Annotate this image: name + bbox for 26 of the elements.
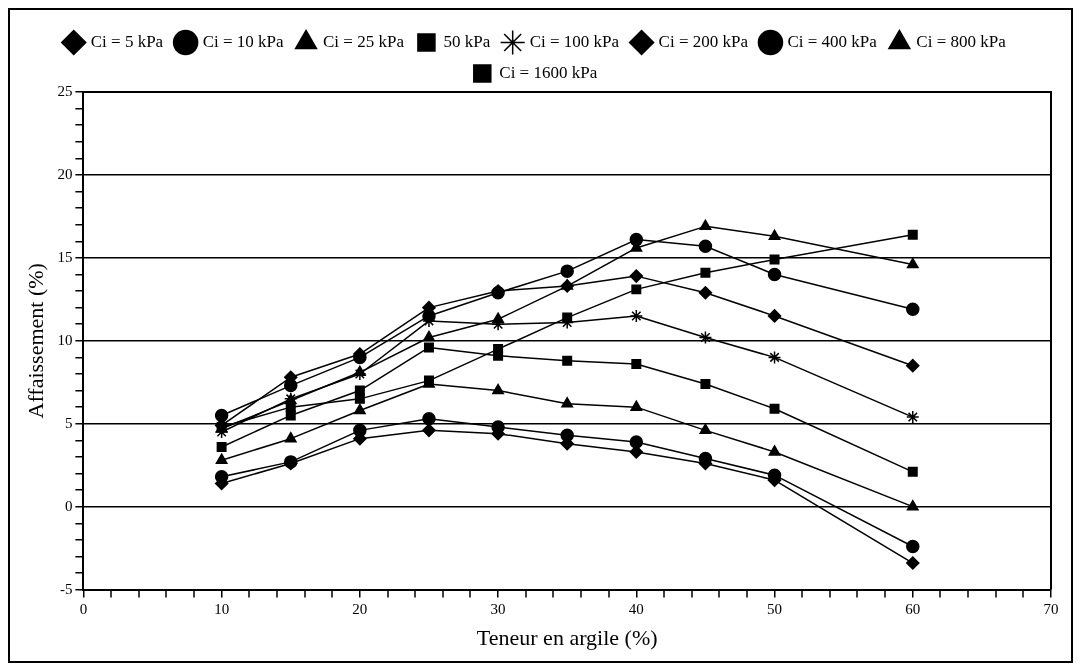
x-axis-title: Teneur en argile (%) [476, 624, 658, 650]
y-tick-label: 5 [64, 414, 73, 431]
legend-label: Ci = 1600 kPa [499, 62, 598, 82]
legend-label: Ci = 200 kPa [658, 31, 749, 51]
x-tick-label: 0 [79, 600, 88, 617]
y-tick-label: 25 [57, 82, 73, 99]
y-tick-label: -5 [59, 580, 73, 597]
y-tick-label: 0 [64, 497, 73, 514]
legend-label: Ci = 10 kPa [202, 31, 284, 51]
y-tick-label: 10 [57, 331, 73, 348]
x-tick-label: 20 [352, 600, 368, 617]
x-tick-label: 50 [767, 600, 783, 617]
y-tick-label: 15 [57, 248, 73, 265]
x-tick-label: 30 [490, 600, 506, 617]
legend-label: 50 kPa [443, 31, 491, 51]
x-tick-label: 10 [214, 600, 230, 617]
legend-label: Ci = 800 kPa [916, 31, 1007, 51]
x-tick-label: 70 [1043, 600, 1059, 617]
legend-label: Ci = 25 kPa [323, 31, 405, 51]
legend-label: Ci = 100 kPa [529, 31, 620, 51]
legend-label: Ci = 400 kPa [787, 31, 878, 51]
x-tick-label: 60 [905, 600, 921, 617]
y-tick-label: 20 [57, 165, 73, 182]
x-tick-label: 40 [628, 600, 644, 617]
legend-label: Ci = 5 kPa [90, 31, 164, 51]
y-axis-title: Affaissement (%) [22, 263, 48, 419]
